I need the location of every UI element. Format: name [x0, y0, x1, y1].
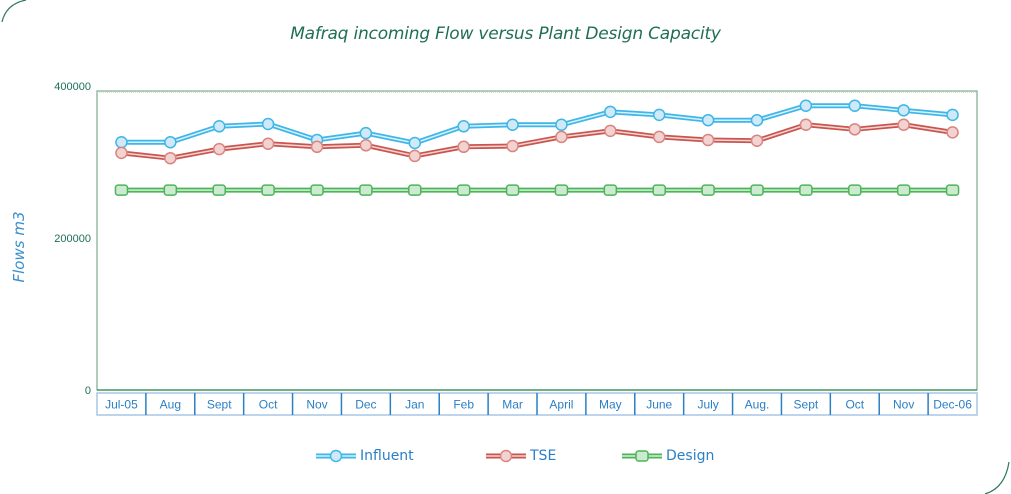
data-point-tse	[555, 130, 568, 144]
data-point-design	[261, 184, 275, 196]
data-point-influent	[506, 118, 519, 132]
data-point-influent	[897, 104, 910, 117]
x-tick-label: July	[697, 398, 718, 412]
data-point-influent	[212, 120, 226, 133]
x-tick-label: Dec	[355, 398, 376, 412]
x-tick-label: May	[599, 398, 622, 412]
data-point-influent	[457, 120, 470, 133]
data-point-tse	[212, 142, 226, 156]
data-point-influent	[604, 105, 617, 119]
legend-label-tse: TSE	[530, 448, 557, 464]
data-point-tse	[310, 140, 324, 154]
x-tick-label: Aug	[160, 398, 181, 412]
top-left-corner-arc	[1, 0, 27, 23]
x-tick-label: Sept	[794, 398, 819, 412]
legend-item-tse: TSE	[486, 448, 556, 464]
data-point-tse	[946, 126, 959, 139]
x-tick-label: June	[646, 398, 672, 412]
legend-item-design: Design	[622, 448, 714, 464]
data-point-design	[456, 184, 471, 196]
data-point-tse	[652, 130, 666, 144]
data-point-design	[163, 184, 178, 196]
data-point-design	[848, 184, 862, 196]
data-point-design	[603, 184, 618, 196]
data-point-design	[505, 184, 520, 196]
series-line-highlight-tse	[121, 124, 953, 159]
x-tick-label: Nov	[306, 398, 327, 412]
data-point-influent	[115, 135, 128, 149]
x-tick-label: Dec-06	[933, 398, 972, 412]
data-point-tse	[261, 137, 275, 151]
bottom-right-corner-arc	[984, 461, 1010, 494]
data-point-design	[896, 184, 911, 196]
plot-frame	[96, 90, 978, 391]
x-tick-label: Jan	[405, 398, 424, 412]
data-point-tse	[799, 118, 813, 132]
x-tick-label: Nov	[893, 398, 914, 412]
x-tick-label: Sept	[207, 398, 232, 412]
data-point-influent	[408, 136, 422, 150]
data-point-influent	[799, 99, 813, 113]
data-point-influent	[701, 113, 715, 127]
data-point-tse	[506, 139, 519, 153]
x-tick-label: Oct	[259, 398, 278, 412]
data-point-design	[701, 184, 715, 196]
data-point-design	[114, 184, 129, 196]
data-point-tse	[701, 133, 715, 147]
x-tick-label: Oct	[845, 398, 864, 412]
data-point-design	[945, 184, 960, 196]
data-point-tse	[848, 123, 862, 136]
data-point-design	[652, 184, 666, 196]
data-point-tse	[408, 149, 422, 163]
data-point-design	[359, 184, 373, 196]
legend-label-design: Design	[666, 448, 715, 464]
chart-title: Mafraq incoming Flow versus Plant Design…	[290, 24, 721, 44]
x-tick-label: Jul-05	[105, 398, 138, 412]
legend-influent-swatch-icon	[316, 449, 356, 463]
y-tick-label: 400000	[54, 81, 91, 93]
data-point-tse	[604, 124, 617, 138]
legend-item-influent: Influent	[316, 448, 414, 464]
data-point-influent	[261, 117, 275, 131]
data-point-influent	[555, 118, 568, 132]
data-point-design	[212, 184, 226, 196]
y-tick-label: 0	[85, 385, 91, 397]
data-point-influent	[164, 135, 177, 149]
data-point-design	[310, 184, 324, 196]
x-tick-label: Feb	[453, 398, 474, 412]
data-point-design	[408, 184, 422, 196]
x-tick-label: April	[549, 398, 573, 412]
data-point-influent	[359, 126, 373, 140]
legend-tse-swatch-icon	[486, 449, 526, 463]
data-point-influent	[652, 108, 666, 122]
data-point-tse	[359, 139, 373, 152]
data-point-influent	[848, 99, 862, 113]
data-point-tse	[897, 118, 910, 132]
data-point-tse	[115, 146, 128, 160]
data-point-tse	[164, 151, 177, 165]
legend-label-influent: Influent	[360, 448, 414, 464]
x-tick-label: Aug.	[745, 398, 770, 412]
data-point-design	[554, 184, 569, 196]
data-point-tse	[457, 140, 470, 154]
y-tick-label: 200000	[54, 233, 91, 245]
data-point-design	[750, 184, 764, 196]
data-point-influent	[946, 108, 959, 122]
series-line-highlight-influent	[121, 105, 953, 144]
data-point-influent	[750, 113, 764, 127]
x-tick-label: Mar	[502, 398, 523, 412]
data-point-tse	[750, 134, 764, 147]
data-point-design	[799, 184, 813, 196]
legend-design-swatch-icon	[622, 450, 662, 462]
